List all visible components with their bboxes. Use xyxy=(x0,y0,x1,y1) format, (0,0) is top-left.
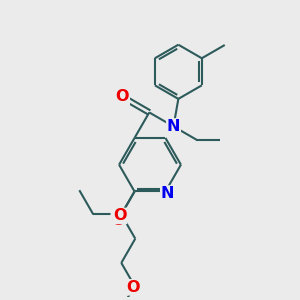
Text: O: O xyxy=(113,208,127,224)
Text: O: O xyxy=(116,89,129,104)
Text: N: N xyxy=(167,119,180,134)
Text: N: N xyxy=(161,186,174,201)
Text: O: O xyxy=(126,280,140,295)
Text: O: O xyxy=(111,213,125,228)
